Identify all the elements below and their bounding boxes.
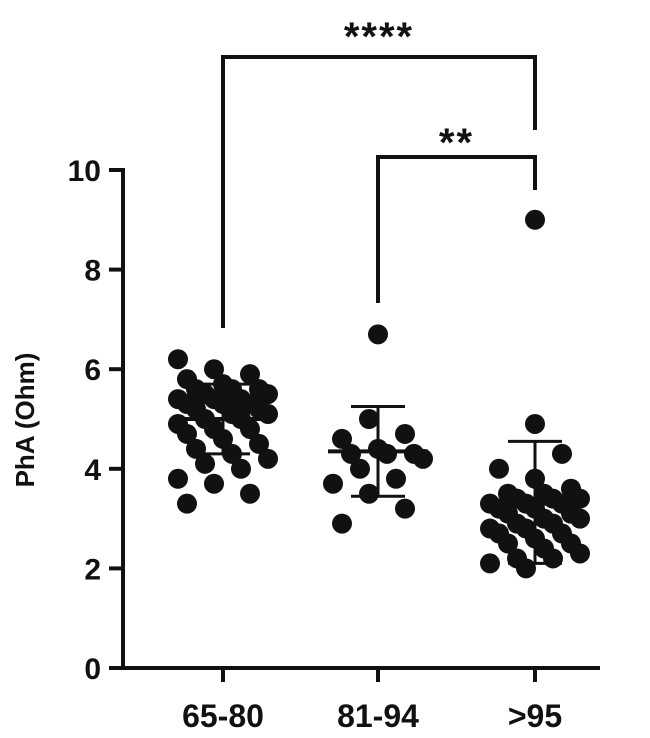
group-1 [323, 324, 433, 534]
y-tick-label: 4 [84, 454, 101, 487]
y-tick-label: 6 [84, 354, 101, 387]
group-0 [168, 349, 278, 514]
data-point [359, 483, 379, 504]
data-point [570, 543, 590, 564]
data-point [480, 553, 500, 574]
data-point [489, 458, 509, 479]
data-point [368, 324, 388, 345]
data-point [240, 364, 260, 385]
x-category-label: 65-80 [182, 698, 264, 734]
axes: 0 2 4 6 8 10 65-80 81-94 >95 [68, 155, 600, 734]
y-tick-label: 8 [84, 255, 101, 288]
data-point [249, 433, 269, 454]
data-point [213, 428, 233, 449]
data-point [395, 498, 415, 519]
data-point [516, 558, 536, 579]
significance-label: ** [439, 121, 474, 165]
data-groups [168, 209, 590, 579]
data-point [258, 404, 278, 425]
significance-brackets: ****** [221, 15, 537, 328]
data-point [186, 438, 206, 459]
data-point [552, 443, 572, 464]
data-point [350, 458, 370, 479]
data-point [195, 453, 215, 474]
data-point [177, 423, 197, 444]
data-point [231, 458, 251, 479]
data-point [498, 533, 518, 554]
y-tick-label: 2 [84, 553, 101, 586]
y-tick-label: 0 [84, 653, 101, 686]
data-point [240, 418, 260, 439]
significance-label: **** [344, 15, 414, 59]
data-point [168, 468, 188, 489]
data-point [204, 359, 224, 380]
data-point [413, 448, 433, 469]
data-point [332, 513, 352, 534]
data-point [395, 423, 415, 444]
y-tick-label: 10 [68, 155, 101, 188]
data-point [332, 428, 352, 449]
data-point [240, 483, 260, 504]
significance-bracket-0 [221, 55, 537, 328]
data-point [525, 468, 545, 489]
data-point [341, 443, 361, 464]
data-point [258, 448, 278, 469]
x-category-label: 81-94 [337, 698, 419, 734]
x-category-label: >95 [508, 698, 562, 734]
data-point [543, 548, 563, 569]
data-point [386, 468, 406, 489]
data-point [222, 443, 242, 464]
data-point [570, 508, 590, 529]
data-point [204, 473, 224, 494]
data-point [525, 413, 545, 434]
data-point [377, 443, 397, 464]
data-point [168, 349, 188, 370]
group-2 [480, 209, 590, 579]
data-point [258, 384, 278, 405]
data-point [177, 493, 197, 514]
significance-bracket-1 [376, 155, 537, 303]
data-point [525, 209, 545, 230]
data-point [359, 409, 379, 429]
data-point [323, 473, 343, 494]
y-axis-title: PhA (Ohm) [10, 353, 40, 488]
